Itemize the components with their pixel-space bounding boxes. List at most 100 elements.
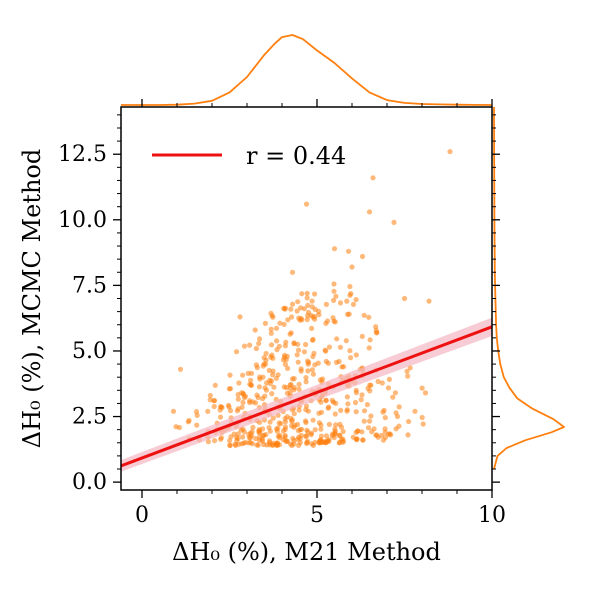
scatter-point bbox=[332, 411, 338, 417]
scatter-point bbox=[294, 352, 300, 358]
scatter-point bbox=[256, 340, 262, 347]
scatter-point bbox=[274, 338, 280, 344]
scatter-point bbox=[333, 293, 339, 299]
scatter-point bbox=[368, 413, 374, 419]
marginal-x-kde bbox=[121, 34, 493, 106]
axis-ticks bbox=[113, 99, 500, 498]
scatter-point bbox=[268, 326, 274, 332]
scatter-point bbox=[289, 314, 295, 320]
legend-label: r = 0.44 bbox=[246, 142, 346, 170]
scatter-point bbox=[336, 358, 342, 365]
scatter-point bbox=[309, 367, 315, 373]
scatter-point bbox=[295, 341, 301, 347]
scatter-point bbox=[211, 403, 217, 410]
scatter-point bbox=[289, 418, 295, 424]
scatter-point bbox=[333, 422, 339, 428]
scatter-point bbox=[353, 352, 359, 358]
scatter-point bbox=[194, 422, 200, 428]
scatter-point bbox=[323, 358, 329, 364]
scatter-point bbox=[266, 367, 272, 374]
scatter-point bbox=[282, 306, 288, 312]
scatter-point bbox=[233, 349, 240, 355]
scatter-point bbox=[304, 290, 310, 296]
scatter-point bbox=[305, 361, 311, 367]
scatter-point bbox=[303, 379, 309, 385]
scatter-point bbox=[419, 414, 425, 421]
scatter-point bbox=[343, 338, 349, 344]
scatter-point bbox=[332, 319, 338, 325]
scatter-point bbox=[385, 385, 392, 391]
scatter-point bbox=[392, 390, 398, 396]
scatter-point bbox=[308, 432, 314, 438]
scatter-point bbox=[285, 317, 291, 323]
scatter-point bbox=[277, 320, 283, 326]
marginal-y-kde bbox=[493, 106, 565, 470]
scatter-point bbox=[331, 297, 337, 303]
scatter-point bbox=[361, 408, 368, 414]
scatter-point bbox=[275, 372, 281, 378]
scatter-point bbox=[374, 330, 380, 336]
scatter-point bbox=[301, 306, 307, 312]
scatter-points bbox=[170, 149, 453, 448]
scatter-point bbox=[295, 421, 301, 428]
scatter-point bbox=[263, 350, 269, 357]
scatter-point bbox=[205, 408, 211, 414]
fit-confidence-band bbox=[121, 317, 492, 472]
scatter-point bbox=[239, 404, 245, 410]
scatter-point bbox=[217, 407, 223, 413]
x-axis-title: ΔH₀ (%), M21 Method bbox=[172, 538, 441, 566]
scatter-point-outlier bbox=[422, 390, 429, 396]
scatter-point bbox=[338, 407, 344, 413]
scatter-point-outlier bbox=[170, 408, 177, 414]
scatter-point bbox=[337, 300, 344, 306]
scatter-point bbox=[310, 371, 316, 377]
scatter-point bbox=[253, 345, 259, 352]
scatter-point bbox=[247, 398, 253, 404]
scatter-point bbox=[325, 405, 331, 411]
scatter-point bbox=[227, 372, 233, 378]
scatter-point bbox=[324, 318, 331, 324]
scatter-point bbox=[338, 424, 345, 430]
scatter-point bbox=[247, 342, 253, 348]
scatter-point bbox=[367, 418, 373, 424]
scatter-point-outlier bbox=[289, 269, 296, 275]
scatter-point bbox=[326, 344, 332, 350]
scatter-point-outlier bbox=[345, 248, 352, 254]
scatter-point bbox=[332, 428, 338, 434]
scatter-point bbox=[212, 438, 218, 444]
scatter-point bbox=[239, 441, 245, 447]
scatter-point-outlier bbox=[349, 264, 355, 270]
scatter-point bbox=[323, 397, 329, 403]
scatter-point bbox=[375, 378, 381, 385]
scatter-point bbox=[304, 440, 310, 446]
scatter-point bbox=[176, 424, 182, 431]
scatter-point bbox=[266, 425, 272, 431]
scatter-point bbox=[240, 372, 246, 378]
scatter-point bbox=[227, 442, 233, 448]
scatter-point-outlier bbox=[359, 253, 366, 260]
scatter-point bbox=[379, 380, 385, 386]
scatter-point bbox=[419, 385, 425, 391]
scatter-point bbox=[405, 373, 411, 379]
scatter-point bbox=[301, 349, 307, 355]
scatter-point-outlier bbox=[380, 437, 387, 443]
scatter-point bbox=[193, 409, 200, 415]
scatter-point bbox=[255, 394, 261, 401]
scatter-point bbox=[270, 415, 276, 421]
scatter-point bbox=[226, 404, 232, 410]
scatter-point bbox=[246, 431, 252, 437]
scatter-point bbox=[359, 392, 365, 398]
scatter-point bbox=[253, 362, 259, 368]
scatter-point bbox=[235, 396, 241, 402]
scatter-point bbox=[227, 438, 233, 444]
scatter-point bbox=[274, 347, 280, 353]
scatter-point bbox=[233, 442, 239, 448]
scatter-point bbox=[296, 442, 302, 448]
scatter-point bbox=[344, 408, 350, 414]
scatter-point bbox=[260, 433, 266, 439]
scatter-point bbox=[420, 421, 426, 427]
scatter-point bbox=[350, 301, 357, 307]
scatter-point bbox=[323, 433, 330, 439]
scatter-point bbox=[295, 299, 301, 305]
scatter-point bbox=[304, 433, 310, 439]
